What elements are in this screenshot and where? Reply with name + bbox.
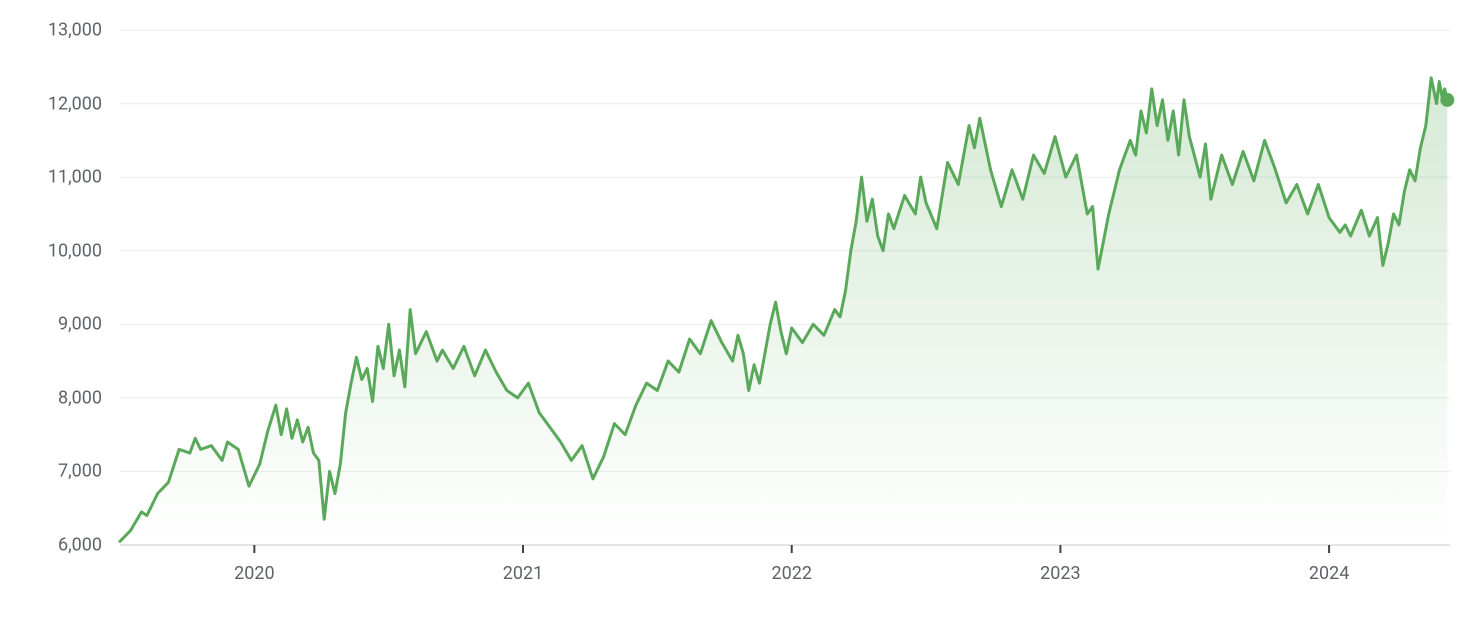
y-axis-label: 6,000 [58,535,102,556]
x-axis-label: 2024 [1309,563,1349,584]
x-axis-label: 2021 [503,563,543,584]
x-axis-label: 2020 [234,563,274,584]
x-axis-label: 2022 [771,563,811,584]
y-axis-label: 9,000 [58,314,102,335]
y-axis-label: 10,000 [48,240,102,261]
y-axis-label: 12,000 [48,93,102,114]
x-axis-label: 2023 [1040,563,1080,584]
y-axis-label: 7,000 [58,461,102,482]
end-marker [1440,93,1454,107]
chart-canvas [0,0,1480,626]
y-axis-label: 8,000 [58,387,102,408]
price-line-chart: 6,000 7,000 8,000 9,000 10,000 11,000 12,000 13… [0,0,1480,626]
y-axis-label: 11,000 [48,167,102,188]
y-axis-label: 13,000 [48,20,102,41]
